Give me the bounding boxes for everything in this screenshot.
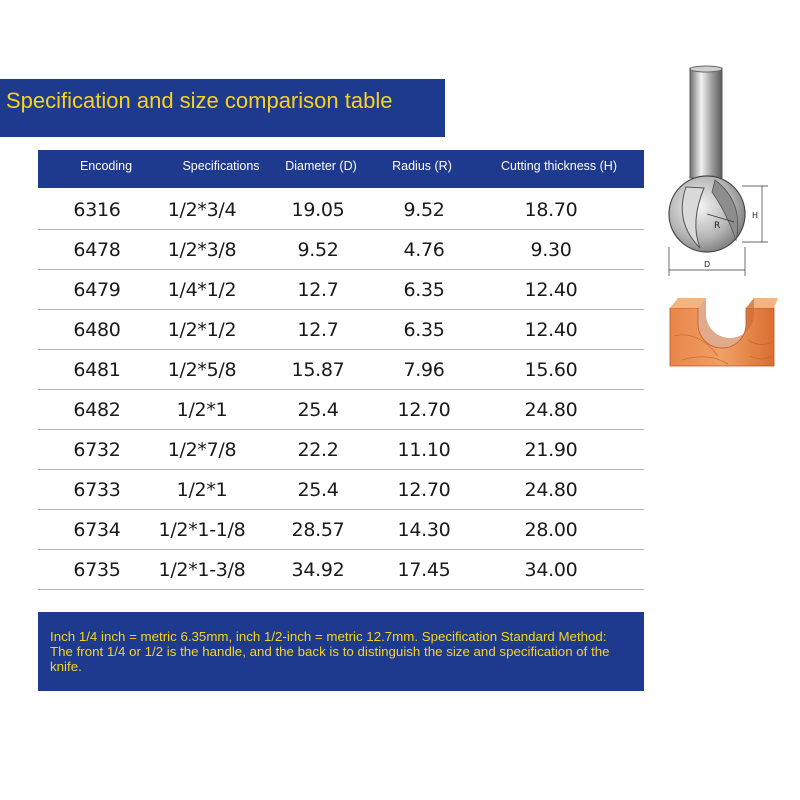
cell-specification: 1/2*3/8 [167,238,237,261]
wood-groove-inner [698,298,754,348]
cell-specification: 1/4*1/2 [167,278,237,301]
table-row: 6478 1/2*3/8 9.52 4.76 9.30 [38,230,644,270]
cell-radius: 7.96 [403,358,445,381]
cell-radius: 12.70 [397,478,451,501]
cell-diameter: 25.4 [297,398,339,421]
cell-radius: 4.76 [403,238,445,261]
cell-specification: 1/2*1 [176,478,228,501]
cell-encoding: 6479 [73,278,121,301]
cell-specification: 1/2*3/4 [167,198,237,221]
cell-cutting-thickness: 18.70 [524,198,578,221]
table-row: 6732 1/2*7/8 22.2 11.10 21.90 [38,430,644,470]
cell-diameter: 22.2 [297,438,339,461]
radius-label: R [714,221,720,231]
table-header: Encoding Specifications Diameter (D) Rad… [38,150,644,188]
cell-encoding: 6482 [73,398,121,421]
cell-specification: 1/2*1 [176,398,228,421]
cell-specification: 1/2*7/8 [167,438,237,461]
spec-table-body: 6316 1/2*3/4 19.05 9.52 18.70 6478 1/2*3… [38,190,644,590]
cell-diameter: 28.57 [291,518,345,541]
cell-cutting-thickness: 28.00 [524,518,578,541]
cell-diameter: 12.7 [297,278,339,301]
table-row: 6479 1/4*1/2 12.7 6.35 12.40 [38,270,644,310]
wood-profile-image [669,298,778,367]
cell-radius: 6.35 [403,278,445,301]
cell-diameter: 34.92 [291,558,345,581]
column-header-radius: Radius (R) [392,159,452,173]
cell-diameter: 12.7 [297,318,339,341]
cell-encoding: 6732 [73,438,121,461]
cell-diameter: 25.4 [297,478,339,501]
cell-specification: 1/2*5/8 [167,358,237,381]
note-box: Inch 1/4 inch = metric 6.35mm, inch 1/2-… [38,612,644,691]
diameter-label: D [704,260,710,269]
cell-specification: 1/2*1/2 [167,318,237,341]
cell-radius: 9.52 [403,198,445,221]
wood-grain [673,334,773,365]
wood-top-face [670,298,706,308]
cell-encoding: 6316 [73,198,121,221]
column-header-cutting-thickness: Cutting thickness (H) [500,159,618,173]
table-row: 6481 1/2*5/8 15.87 7.96 15.60 [38,350,644,390]
router-bit-diagram: R H D [668,65,768,276]
cell-encoding: 6480 [73,318,121,341]
cell-encoding: 6735 [73,558,121,581]
cell-diameter: 19.05 [291,198,345,221]
column-header-encoding: Encoding [79,159,133,173]
radius-line [706,213,735,223]
title-banner: Specification and size comparison table [0,79,445,137]
bit-flute [681,186,705,249]
cell-radius: 17.45 [397,558,451,581]
table-row: 6735 1/2*1-3/8 34.92 17.45 34.00 [38,550,644,590]
cell-cutting-thickness: 34.00 [524,558,578,581]
page-title: Specification and size comparison table [6,88,393,113]
cell-encoding: 6478 [73,238,121,261]
cell-specification: 1/2*1-3/8 [158,558,246,581]
table-row: 6480 1/2*1/2 12.7 6.35 12.40 [38,310,644,350]
cell-radius: 14.30 [397,518,451,541]
cell-radius: 6.35 [403,318,445,341]
bit-shank-top [689,65,723,73]
cell-cutting-thickness: 12.40 [524,278,578,301]
height-label: H [752,211,758,220]
cell-encoding: 6733 [73,478,121,501]
table-row: 6733 1/2*1 25.4 12.70 24.80 [38,470,644,510]
cell-cutting-thickness: 12.40 [524,318,578,341]
cell-radius: 11.10 [397,438,451,461]
cell-encoding: 6481 [73,358,121,381]
cell-radius: 12.70 [397,398,451,421]
note-text: Inch 1/4 inch = metric 6.35mm, inch 1/2-… [50,629,610,674]
cell-cutting-thickness: 15.60 [524,358,578,381]
cell-cutting-thickness: 9.30 [530,238,572,261]
bit-flute-shadow [711,179,739,242]
table-row: 6734 1/2*1-1/8 28.57 14.30 28.00 [38,510,644,550]
cell-diameter: 9.52 [297,238,339,261]
cell-encoding: 6734 [73,518,121,541]
cell-diameter: 15.87 [291,358,345,381]
cell-cutting-thickness: 24.80 [524,478,578,501]
bit-shank [689,67,723,179]
column-header-specifications: Specifications [182,159,260,173]
column-header-diameter: Diameter (D) [285,159,357,173]
table-row: 6482 1/2*1 25.4 12.70 24.80 [38,390,644,430]
table-row: 6316 1/2*3/4 19.05 9.52 18.70 [38,190,644,230]
cell-specification: 1/2*1-1/8 [158,518,246,541]
cell-cutting-thickness: 24.80 [524,398,578,421]
cell-cutting-thickness: 21.90 [524,438,578,461]
